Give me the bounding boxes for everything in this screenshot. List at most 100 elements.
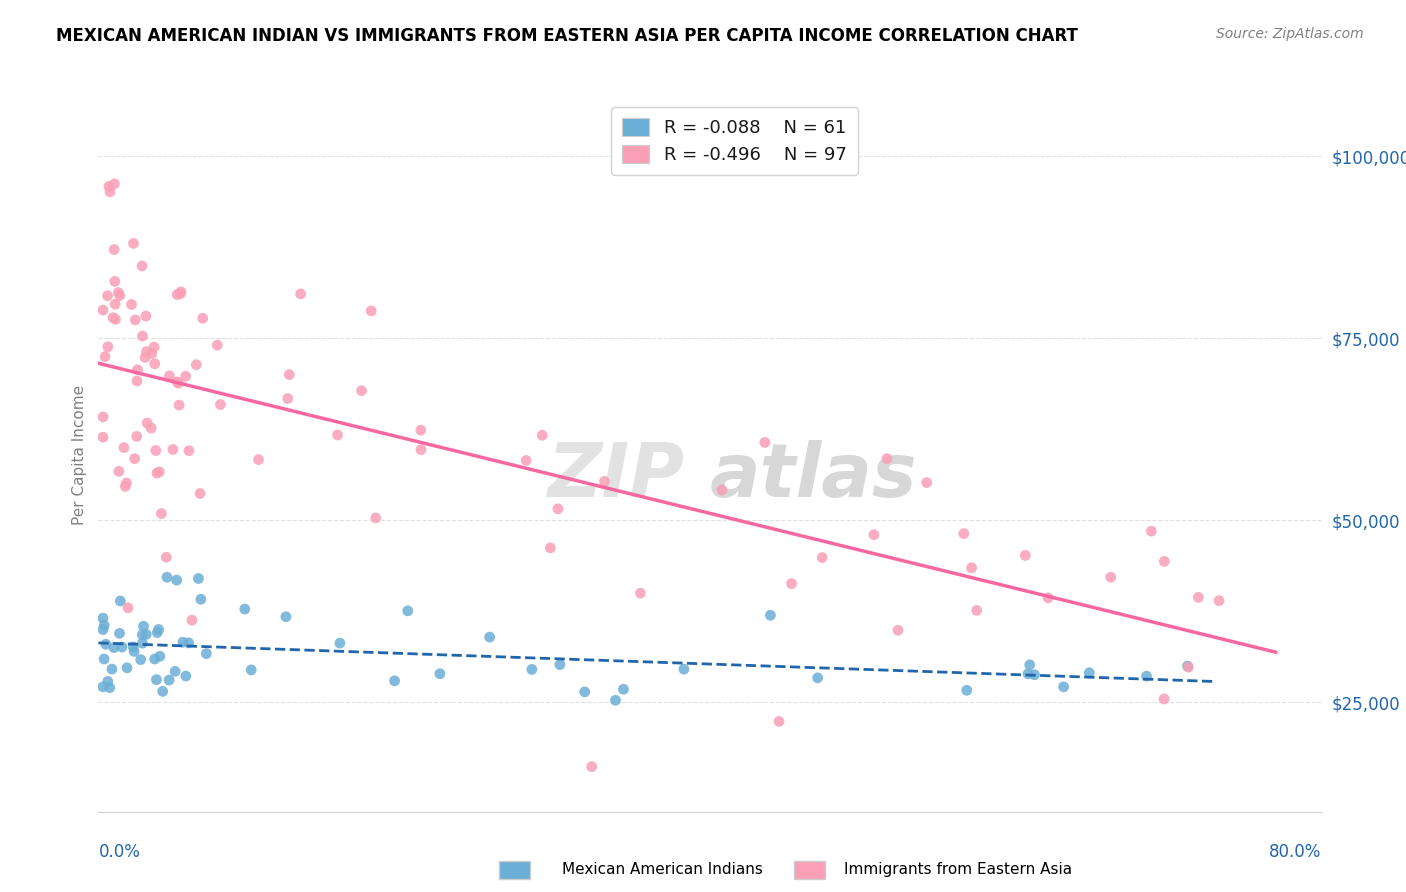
Point [135, 309, 157, 323]
Point [103, 243, 125, 257]
Point [97, 179, 120, 194]
Point [111, 640, 134, 654]
Point [152, 684, 174, 698]
Point [91, 611, 114, 625]
Point [1135, 669, 1157, 683]
Point [478, 630, 501, 644]
Point [1140, 524, 1163, 538]
Point [186, 358, 208, 372]
Point [531, 428, 554, 442]
Point [274, 609, 297, 624]
Point [915, 475, 938, 490]
Point [101, 310, 124, 325]
Point [114, 479, 136, 493]
Point [115, 475, 138, 490]
Point [93, 618, 115, 632]
Point [93, 652, 115, 666]
Point [1208, 593, 1230, 607]
Point [780, 576, 803, 591]
Point [131, 329, 153, 343]
Point [195, 647, 218, 661]
Point [108, 626, 131, 640]
Point [960, 561, 983, 575]
Point [191, 311, 214, 326]
Point [94, 350, 117, 364]
Point [108, 288, 131, 302]
Point [364, 511, 387, 525]
Point [710, 483, 733, 497]
Point [581, 759, 603, 773]
Point [157, 673, 180, 687]
Point [101, 662, 124, 676]
Point [953, 526, 976, 541]
Point [146, 466, 169, 480]
Point [170, 285, 193, 299]
Point [190, 592, 212, 607]
Point [129, 653, 152, 667]
Text: Immigrants from Eastern Asia: Immigrants from Eastern Asia [844, 863, 1071, 877]
Point [290, 286, 312, 301]
Point [177, 443, 200, 458]
Point [143, 652, 166, 666]
Point [1153, 692, 1175, 706]
Point [103, 177, 125, 191]
Point [143, 357, 166, 371]
Point [115, 661, 138, 675]
Point [863, 527, 886, 541]
Point [103, 640, 125, 655]
Point [409, 423, 432, 437]
Point [135, 627, 157, 641]
Point [277, 392, 299, 406]
Point [326, 428, 349, 442]
Point [91, 680, 114, 694]
Text: MEXICAN AMERICAN INDIAN VS IMMIGRANTS FROM EASTERN ASIA PER CAPITA INCOME CORREL: MEXICAN AMERICAN INDIAN VS IMMIGRANTS FR… [56, 27, 1078, 45]
Point [876, 451, 898, 466]
Point [768, 714, 790, 729]
Point [409, 442, 432, 457]
Point [1177, 660, 1199, 674]
Point [628, 586, 651, 600]
Point [384, 673, 406, 688]
Point [141, 421, 163, 435]
Point [360, 304, 382, 318]
Point [166, 287, 188, 301]
Point [98, 185, 121, 199]
Point [143, 340, 166, 354]
Point [94, 637, 117, 651]
Point [121, 297, 143, 311]
Point [145, 443, 167, 458]
Text: ZIP: ZIP [548, 440, 686, 513]
Point [91, 303, 114, 318]
Point [165, 665, 187, 679]
Point [605, 693, 627, 707]
Point [966, 603, 988, 617]
Point [209, 398, 232, 412]
Point [548, 657, 571, 672]
Text: Source: ZipAtlas.com: Source: ZipAtlas.com [1216, 27, 1364, 41]
Point [240, 663, 263, 677]
Point [174, 669, 197, 683]
Point [150, 507, 173, 521]
Y-axis label: Per Capita Income: Per Capita Income [72, 384, 87, 525]
Point [155, 550, 177, 565]
Point [122, 644, 145, 658]
Point [1078, 665, 1101, 680]
Point [593, 475, 616, 489]
Point [97, 340, 120, 354]
Point [167, 398, 190, 412]
Point [1153, 554, 1175, 568]
Point [177, 636, 200, 650]
Point [97, 674, 120, 689]
Point [1177, 659, 1199, 673]
Point [167, 376, 190, 391]
Point [104, 312, 127, 326]
Point [547, 501, 569, 516]
Point [124, 451, 146, 466]
Text: atlas: atlas [710, 440, 918, 513]
Point [1024, 667, 1046, 681]
Point [1014, 549, 1036, 563]
Point [149, 649, 172, 664]
Point [122, 640, 145, 654]
Point [117, 600, 139, 615]
Point [807, 671, 830, 685]
